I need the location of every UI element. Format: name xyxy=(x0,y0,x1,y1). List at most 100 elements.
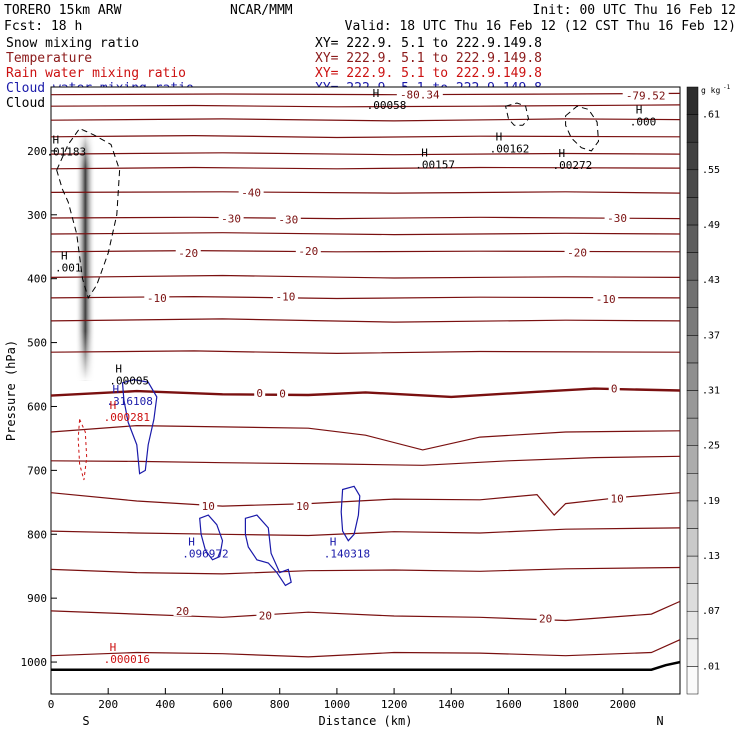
y-tick-label: 200 xyxy=(27,145,47,158)
x-tick-label: 200 xyxy=(98,698,118,711)
y-tick-label: 500 xyxy=(27,337,47,350)
maximum-marker: H xyxy=(188,536,195,549)
temperature-label: -40 xyxy=(241,186,261,199)
y-axis-label: Pressure (hPa) xyxy=(4,340,18,441)
maximum-value: .00272 xyxy=(553,159,593,172)
colorbar-segment xyxy=(686,610,699,640)
temperature-contours xyxy=(51,92,680,671)
colorbar-unit-exponent: -1 xyxy=(723,84,731,91)
temperature-label: 0 xyxy=(611,383,618,396)
isotherm-line xyxy=(51,104,680,108)
x-tick-label: 1600 xyxy=(495,698,522,711)
maximum-value: .000 xyxy=(630,116,657,129)
colorbar-label: .07 xyxy=(702,606,720,617)
temperature-label-bg xyxy=(277,386,289,399)
isotherm-line xyxy=(51,492,680,516)
x-tick-label: 1000 xyxy=(324,698,351,711)
cloud-water-contour xyxy=(121,378,158,475)
temperature-label: 10 xyxy=(202,500,215,513)
temperature-label-bg xyxy=(564,245,590,258)
temperature-label-bg xyxy=(608,491,627,504)
temperature-label: -30 xyxy=(221,213,241,226)
temperature-label-bg xyxy=(295,244,321,257)
isotherm-line xyxy=(51,318,680,323)
colorbar-segment xyxy=(686,500,699,529)
temperature-label: 20 xyxy=(539,613,552,626)
south-label: S xyxy=(82,714,89,728)
valid-time: Valid: 18 UTC Thu 16 Feb 12 (12 CST Thu … xyxy=(345,19,736,34)
colorbar-segment xyxy=(686,114,699,143)
maximum-value: .01183 xyxy=(46,146,86,159)
colorbar-segment xyxy=(686,252,699,281)
colorbar-label: .19 xyxy=(702,496,720,507)
temperature-label-bg xyxy=(218,211,244,224)
init-time: Init: 00 UTC Thu 16 Feb 12 xyxy=(533,3,737,18)
isotherm-line xyxy=(51,455,680,466)
isotherm-line xyxy=(51,216,680,220)
maximum-marker: H xyxy=(330,536,337,549)
temperature-label-bg xyxy=(199,499,218,512)
temperature-label: 20 xyxy=(176,605,189,618)
contour-labels: -79.52 -80.34 -40 -30 -30 -30 -20 -20 -20 -10 -10 -… xyxy=(46,87,669,666)
figure-header: TORERO 15km ARW Fcst: 18 h NCAR/MMM Init… xyxy=(4,3,736,34)
colorbar-label: .13 xyxy=(702,551,720,562)
cloud-water-contour xyxy=(199,514,224,561)
colorbar-label: .49 xyxy=(702,220,720,231)
temperature-label: -80.34 xyxy=(400,89,440,102)
isotherm-line xyxy=(51,387,680,399)
temperature-label-bg xyxy=(593,292,619,305)
isotherm-line xyxy=(51,92,680,96)
rain-contour xyxy=(77,419,88,481)
isotherm-line xyxy=(51,639,680,658)
isotherm-line xyxy=(51,274,680,279)
isotherm-line xyxy=(51,152,680,156)
maximum-value: .00162 xyxy=(490,143,530,156)
temperature-label-bg xyxy=(608,381,620,394)
maximum-marker: H xyxy=(421,146,428,159)
maximum-marker: H xyxy=(110,641,117,654)
colorbar-label: .25 xyxy=(702,441,720,452)
maximum-value: .096972 xyxy=(182,548,228,561)
temperature-label-bg xyxy=(604,210,630,223)
cloud-water-contour xyxy=(244,514,292,587)
temperature-label-bg xyxy=(272,289,298,302)
colorbar-segment xyxy=(686,473,699,502)
colorbar-segment xyxy=(686,666,699,695)
y-tick-label: 900 xyxy=(27,592,47,605)
isotherm-line xyxy=(51,166,680,170)
colorbar-label: .31 xyxy=(702,386,720,397)
isotherm-line xyxy=(51,134,680,139)
field-legend-xy: XY= 222.9. 5.1 to 222.9.149.8 xyxy=(315,66,542,81)
isotherm-line xyxy=(51,350,680,355)
colorbar-segment xyxy=(686,307,699,336)
isotherm-line xyxy=(51,600,680,622)
colorbar-segment xyxy=(686,279,699,308)
isotherm-line xyxy=(51,191,680,194)
x-tick-label: 400 xyxy=(155,698,175,711)
x-tick-label: 600 xyxy=(213,698,233,711)
temperature-label-bg xyxy=(254,386,266,399)
colorbar-label: .37 xyxy=(702,330,720,341)
x-axis-label: Distance (km) xyxy=(319,714,413,728)
field-legend-xy: XY= 222.9. 5.1 to 222.9.149.8 xyxy=(315,51,542,66)
temperature-label-bg xyxy=(275,212,301,225)
maximum-marker: H xyxy=(636,104,643,117)
colorbar-segment xyxy=(686,555,699,584)
isotherm-line xyxy=(51,566,680,575)
colorbar-segment xyxy=(686,445,699,474)
temperature-label-bg xyxy=(144,290,170,303)
mixing-ratio-contours xyxy=(56,102,600,587)
x-tick-label: 1200 xyxy=(381,698,408,711)
x-tick-label: 800 xyxy=(270,698,290,711)
maximum-value: .000016 xyxy=(104,653,150,666)
colorbar-label: .01 xyxy=(702,661,720,672)
maximum-marker: H xyxy=(110,399,117,412)
temperature-label: 10 xyxy=(296,500,309,513)
field-legend-name: Temperature xyxy=(6,51,92,66)
x-tick-label: 1800 xyxy=(552,698,579,711)
ground-surface-line xyxy=(51,660,680,671)
maximum-marker: H xyxy=(115,362,122,375)
maximum-marker: H xyxy=(52,134,59,147)
temperature-label: 10 xyxy=(610,492,623,505)
colorbar-segment xyxy=(686,141,699,171)
